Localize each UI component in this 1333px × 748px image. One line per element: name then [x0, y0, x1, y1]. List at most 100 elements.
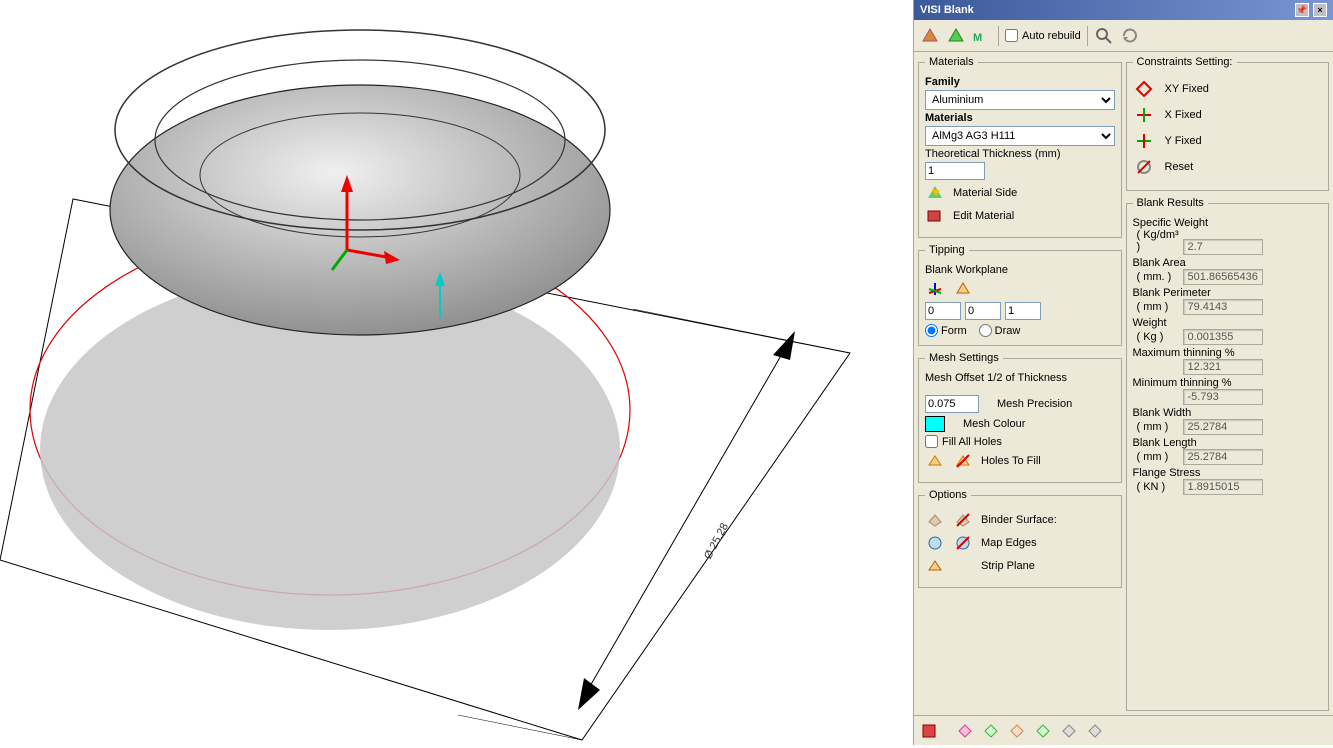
- mapedges-icon-2[interactable]: [953, 533, 973, 553]
- binder-icon-2[interactable]: [953, 510, 973, 530]
- y-fixed-icon[interactable]: [1133, 130, 1155, 152]
- tip-y-input[interactable]: [965, 302, 1001, 320]
- maxthin-label: Maximum thinning %: [1133, 347, 1323, 359]
- x-fixed-label: X Fixed: [1165, 109, 1202, 121]
- auto-rebuild-label: Auto rebuild: [1022, 30, 1081, 42]
- edit-material-icon[interactable]: [925, 206, 945, 226]
- form-radio[interactable]: Form: [925, 324, 967, 337]
- bottom-icon-6[interactable]: [1058, 720, 1080, 742]
- bottom-icon-2[interactable]: [954, 720, 976, 742]
- tipping-legend: Tipping: [925, 244, 969, 256]
- tip-x-input[interactable]: [925, 302, 961, 320]
- blank-workplane-label: Blank Workplane: [925, 264, 1115, 276]
- material-side-label: Material Side: [953, 187, 1115, 199]
- binder-label: Binder Surface:: [981, 514, 1115, 526]
- draw-label: Draw: [995, 325, 1021, 337]
- weight-label: Weight: [1133, 317, 1323, 329]
- specific-weight-value: 2.7: [1183, 239, 1263, 255]
- xy-fixed-icon[interactable]: [1133, 78, 1155, 100]
- bottom-icon-4[interactable]: [1006, 720, 1028, 742]
- bottom-icon-3[interactable]: [980, 720, 1002, 742]
- holes-icon-1[interactable]: [925, 451, 945, 471]
- bottom-toolbar: [914, 715, 1333, 745]
- visi-blank-panel: VISI Blank 📌 × M Auto rebuild Materials …: [913, 0, 1333, 745]
- mesh-precision-input[interactable]: [925, 395, 979, 413]
- mesh-legend: Mesh Settings: [925, 352, 1003, 364]
- stripplane-icon[interactable]: [925, 556, 945, 576]
- svg-text:M: M: [973, 32, 982, 44]
- tool-icon-2[interactable]: [946, 26, 966, 46]
- blank-area-label: Blank Area: [1133, 257, 1323, 269]
- spacer-icon: [953, 556, 973, 576]
- bottom-icon-7[interactable]: [1084, 720, 1106, 742]
- binder-icon-1[interactable]: [925, 510, 945, 530]
- fill-holes-check[interactable]: Fill All Holes: [925, 435, 1115, 448]
- blanklength-unit: ( mm ): [1133, 451, 1183, 463]
- tipping-group: Tipping Blank Workplane Form Draw: [918, 244, 1122, 346]
- toolbar: M Auto rebuild: [914, 20, 1333, 52]
- cad-viewport[interactable]: Ø 25.28: [0, 0, 913, 745]
- specific-weight-unit: ( Kg/dm³ ): [1133, 229, 1183, 253]
- mesh-group: Mesh Settings Mesh Offset 1/2 of Thickne…: [918, 352, 1122, 483]
- zoom-icon[interactable]: [1094, 26, 1114, 46]
- titlebar[interactable]: VISI Blank 📌 ×: [914, 0, 1333, 20]
- family-select[interactable]: Aluminium: [925, 90, 1115, 110]
- refresh-icon[interactable]: [1120, 26, 1140, 46]
- minthin-value: -5.793: [1183, 389, 1263, 405]
- specific-weight-label: Specific Weight: [1133, 217, 1323, 229]
- mapedges-icon-1[interactable]: [925, 533, 945, 553]
- mesh-colour-swatch[interactable]: [925, 416, 945, 432]
- form-label: Form: [941, 325, 967, 337]
- dim-ext1: [633, 309, 850, 353]
- flange-unit: ( KN ): [1133, 481, 1183, 493]
- thickness-label: Theoretical Thickness (mm): [925, 148, 1115, 160]
- workplane-icon-1[interactable]: [925, 279, 945, 299]
- x-fixed-icon[interactable]: [1133, 104, 1155, 126]
- close-button[interactable]: ×: [1313, 3, 1327, 17]
- blank-area-unit: ( mm. ): [1133, 271, 1183, 283]
- results-legend: Blank Results: [1133, 197, 1208, 209]
- title-text: VISI Blank: [920, 4, 974, 16]
- material-side-icon[interactable]: [925, 183, 945, 203]
- draw-radio[interactable]: Draw: [979, 324, 1021, 337]
- tool-icon-1[interactable]: [920, 26, 940, 46]
- materials-legend: Materials: [925, 56, 978, 68]
- tool-icon-mesh[interactable]: M: [972, 26, 992, 46]
- tip-z-input[interactable]: [1005, 302, 1041, 320]
- dish-body: [110, 85, 610, 335]
- reset-icon[interactable]: [1133, 156, 1155, 178]
- weight-unit: ( Kg ): [1133, 331, 1183, 343]
- blankwidth-label: Blank Width: [1133, 407, 1323, 419]
- results-group: Blank Results Specific Weight( Kg/dm³ )2…: [1126, 197, 1330, 711]
- workplane-icon-2[interactable]: [953, 279, 973, 299]
- reset-label: Reset: [1165, 161, 1194, 173]
- pin-button[interactable]: 📌: [1295, 3, 1309, 17]
- dim-ext2: [458, 715, 582, 740]
- maxthin-value: 12.321: [1183, 359, 1263, 375]
- blanklength-label: Blank Length: [1133, 437, 1323, 449]
- family-label: Family: [925, 76, 1115, 88]
- mesh-offset-label: Mesh Offset 1/2 of Thickness: [925, 372, 1115, 384]
- dim-line: [582, 340, 790, 700]
- flange-value: 1.8915015: [1183, 479, 1263, 495]
- options-legend: Options: [925, 489, 971, 501]
- bottom-icon-5[interactable]: [1032, 720, 1054, 742]
- dim-arrow1: [773, 331, 795, 360]
- bottom-icon-1[interactable]: [918, 720, 940, 742]
- constraints-legend: Constraints Setting:: [1133, 56, 1237, 68]
- materials-select[interactable]: AlMg3 AG3 H111: [925, 126, 1115, 146]
- blankwidth-unit: ( mm ): [1133, 421, 1183, 433]
- stripplane-label: Strip Plane: [981, 560, 1115, 572]
- blank-area-value: 501.86565436: [1183, 269, 1263, 285]
- mesh-precision-label: Mesh Precision: [987, 398, 1115, 410]
- materials-group: Materials Family Aluminium Materials AlM…: [918, 56, 1122, 238]
- mapedges-label: Map Edges: [981, 537, 1115, 549]
- constraints-group: Constraints Setting: XY Fixed X Fixed Y …: [1126, 56, 1330, 191]
- dim-arrow2: [578, 678, 600, 710]
- blank-perimeter-unit: ( mm ): [1133, 301, 1183, 313]
- y-fixed-label: Y Fixed: [1165, 135, 1202, 147]
- edit-material-label: Edit Material: [953, 210, 1115, 222]
- auto-rebuild-check[interactable]: Auto rebuild: [1005, 29, 1081, 42]
- holes-icon-2[interactable]: [953, 451, 973, 471]
- thickness-input[interactable]: [925, 162, 985, 180]
